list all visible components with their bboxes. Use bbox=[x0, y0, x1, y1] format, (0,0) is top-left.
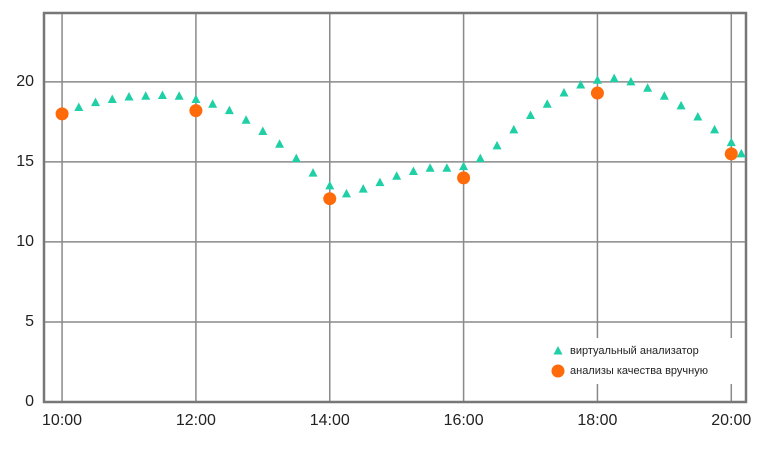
triangle-marker bbox=[291, 153, 301, 163]
triangle-marker bbox=[141, 91, 151, 100]
triangle-marker bbox=[341, 188, 351, 198]
y-tick-label: 15 bbox=[16, 153, 34, 170]
triangle-marker bbox=[375, 177, 385, 187]
plot-frame bbox=[42, 11, 748, 404]
triangle-marker bbox=[408, 166, 418, 175]
legend-marker bbox=[553, 346, 563, 355]
triangle-marker bbox=[609, 73, 619, 83]
point bbox=[457, 171, 471, 185]
legend-marker bbox=[551, 364, 565, 378]
x-tick-label: 12:00 bbox=[176, 412, 216, 429]
x-tick-label: 16:00 bbox=[444, 412, 484, 429]
triangle-marker bbox=[224, 105, 234, 115]
triangle-marker bbox=[241, 115, 251, 124]
triangle-marker bbox=[726, 137, 736, 147]
triangle-marker bbox=[174, 91, 184, 100]
x-tick-label: 10:00 bbox=[42, 412, 82, 429]
point bbox=[724, 147, 738, 161]
triangle-marker bbox=[693, 112, 703, 121]
triangle-marker bbox=[91, 97, 101, 107]
triangle-marker bbox=[592, 75, 602, 84]
triangle-marker bbox=[542, 99, 552, 108]
triangle-marker bbox=[676, 100, 686, 110]
triangle-marker bbox=[74, 102, 84, 111]
triangle-marker bbox=[710, 124, 720, 134]
x-tick-label: 18:00 bbox=[577, 412, 617, 429]
triangle-marker bbox=[275, 139, 285, 148]
triangle-marker bbox=[559, 88, 569, 97]
point bbox=[590, 86, 604, 100]
triangle-marker bbox=[107, 94, 117, 103]
legend-label: анализы качества вручную bbox=[570, 365, 708, 377]
triangle-marker bbox=[425, 163, 435, 172]
x-tick-label: 14:00 bbox=[310, 412, 350, 429]
x-tick-label: 20:00 bbox=[711, 412, 751, 429]
point bbox=[189, 104, 203, 118]
y-tick-label: 20 bbox=[16, 73, 34, 90]
triangle-marker bbox=[442, 163, 452, 172]
triangle-marker bbox=[492, 140, 502, 150]
point bbox=[323, 192, 337, 206]
triangle-marker bbox=[124, 92, 134, 101]
y-tick-label: 0 bbox=[25, 393, 34, 410]
triangle-marker bbox=[325, 180, 335, 190]
triangle-marker bbox=[358, 184, 368, 193]
y-tick-label: 10 bbox=[16, 233, 34, 250]
triangle-marker bbox=[736, 148, 746, 158]
triangle-marker bbox=[509, 124, 519, 134]
legend-label: виртуальный анализатор bbox=[570, 345, 699, 357]
triangle-marker bbox=[643, 83, 653, 92]
triangle-marker bbox=[659, 91, 669, 100]
triangle-marker bbox=[157, 90, 167, 99]
triangle-marker bbox=[208, 99, 218, 108]
triangle-marker bbox=[392, 171, 402, 180]
triangle-marker bbox=[526, 110, 536, 119]
triangle-marker bbox=[308, 168, 318, 177]
y-tick-label: 5 bbox=[25, 313, 34, 330]
legend-box bbox=[546, 338, 736, 384]
triangle-marker bbox=[258, 126, 268, 135]
point bbox=[55, 107, 69, 121]
triangle-marker bbox=[191, 94, 201, 103]
triangle-marker bbox=[475, 153, 485, 163]
triangle-marker bbox=[576, 80, 586, 89]
triangle-marker bbox=[459, 161, 469, 171]
triangle-marker bbox=[626, 76, 636, 86]
